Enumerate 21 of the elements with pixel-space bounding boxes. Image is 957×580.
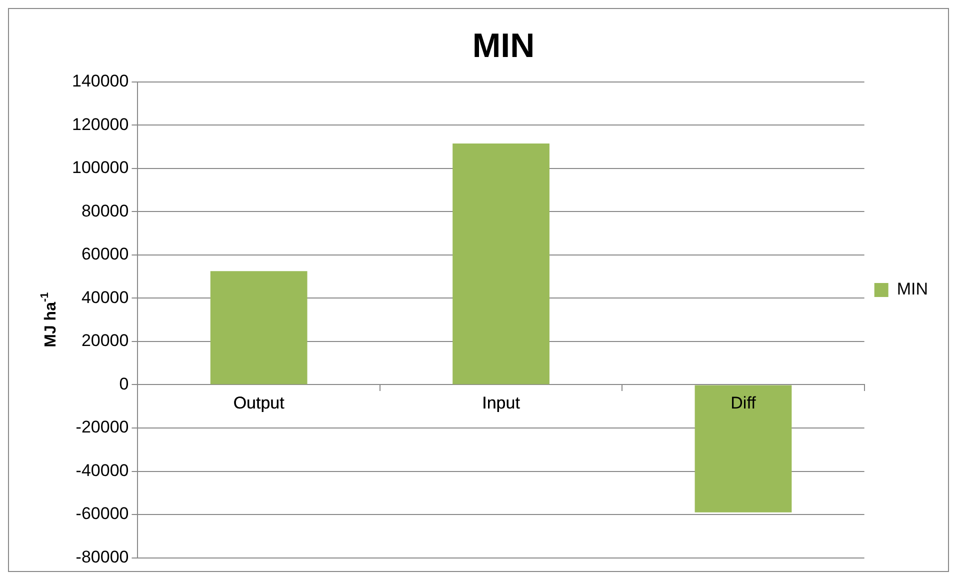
y-tick-label: 120000 — [72, 114, 129, 134]
bar — [452, 143, 550, 384]
y-tick-label: -80000 — [76, 547, 129, 566]
y-tick-label: 20000 — [81, 331, 129, 350]
bar — [210, 271, 308, 384]
x-tick-label: Diff — [730, 394, 756, 413]
y-tick-label: -40000 — [76, 460, 129, 480]
chart-title: MIN — [472, 26, 535, 65]
y-tick-label: 40000 — [81, 288, 129, 307]
x-tick-label: Output — [233, 394, 285, 413]
y-axis-title: MJ ha-1 — [39, 292, 60, 348]
y-tick-label: 100000 — [72, 158, 129, 178]
y-tick-label: 80000 — [81, 201, 129, 220]
y-tick-label: 0 — [119, 374, 129, 394]
x-tick-label: Input — [482, 394, 520, 413]
y-tick-label: 60000 — [81, 244, 129, 264]
y-tick-label: 140000 — [72, 71, 129, 90]
y-tick-label: -60000 — [76, 504, 129, 524]
y-tick-label: -20000 — [76, 418, 129, 437]
legend-label: MIN — [896, 280, 928, 299]
bar — [694, 385, 792, 512]
